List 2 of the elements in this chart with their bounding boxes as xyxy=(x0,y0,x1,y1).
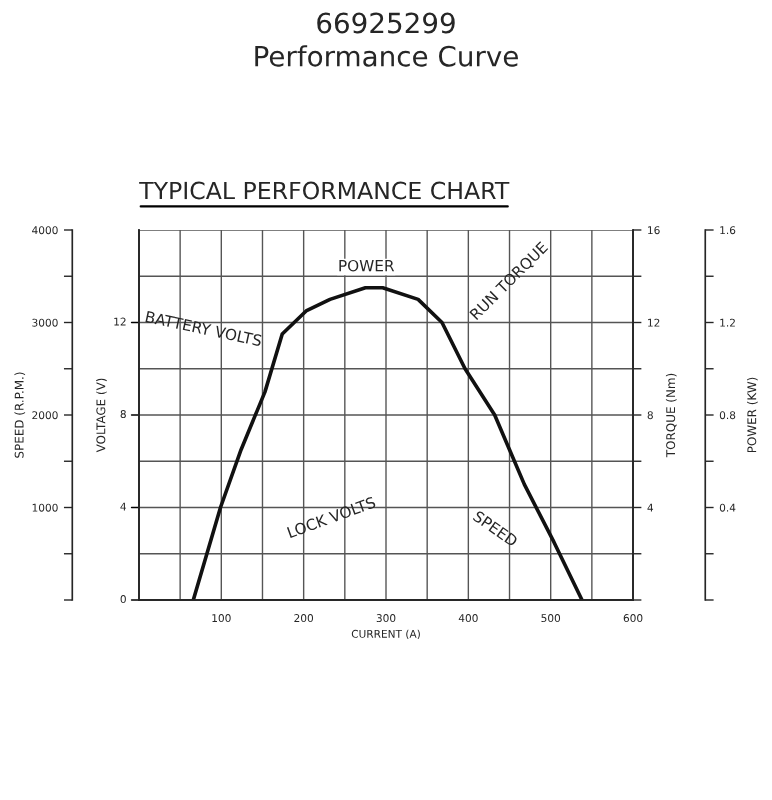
chart-subtitle: TYPICAL PERFORMANCE CHART xyxy=(139,181,510,200)
chart-title: 66925299 Performance Curve xyxy=(255,12,518,67)
